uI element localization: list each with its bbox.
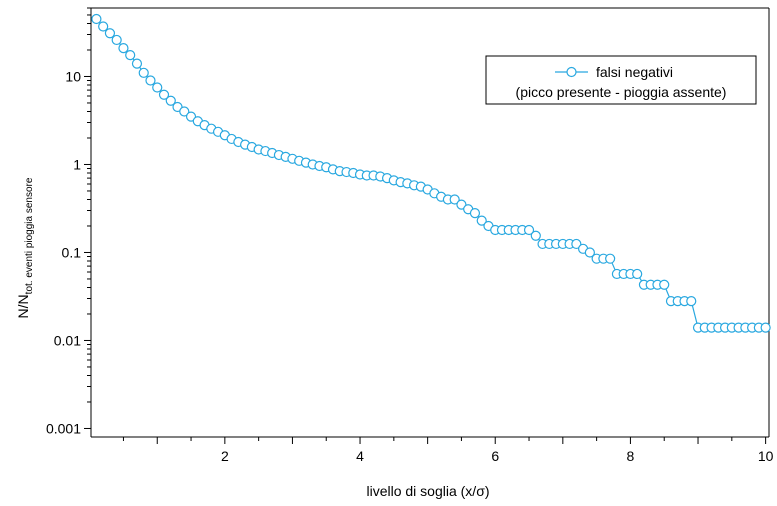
data-point [158,89,170,100]
data-point [632,268,643,280]
y-tick-label: 1 [73,156,81,172]
data-point [152,82,163,93]
series-layer [91,13,771,333]
legend-line-2: (picco presente - pioggia assente) [516,84,727,100]
data-point [91,13,102,25]
x-tick-label: 8 [627,448,635,464]
data-point [98,21,109,32]
x-tick-label: 2 [221,448,229,464]
legend: falsi negativi (picco presente - pioggia… [485,55,757,105]
x-ticks: 2 4 6 8 10 [122,437,774,464]
y-tick-label: 0.001 [46,420,81,436]
data-point [185,111,197,122]
legend-box [485,55,757,105]
y-axis-label: N/Ntot. eventi pioggia sensore [15,177,35,318]
data-point [760,322,771,333]
x-tick-label: 6 [491,448,499,464]
y-tick-label: 0.1 [62,244,82,260]
data-point [179,106,190,117]
y-tick-label: 0.01 [54,332,81,348]
data-point [456,199,467,210]
legend-series-marker [566,66,577,78]
data-point [584,247,595,258]
data-point [145,75,156,86]
data-point [125,49,136,61]
data-point [530,230,541,241]
data-point [131,58,143,69]
axes [90,7,770,438]
data-point [138,67,149,78]
y-tick-label: 10 [65,68,81,84]
legend-line-1: falsi negativi [596,64,673,80]
data-point [104,28,116,39]
data-point [605,253,616,264]
data-point [469,208,481,219]
data-point [111,34,122,46]
data-point [686,296,697,307]
x-axis-label: livello di soglia (x/σ) [366,483,489,499]
data-point [118,43,129,54]
data-point [449,194,460,205]
data-point [571,238,582,250]
data-point [523,224,535,236]
data-point [476,215,487,226]
y-axis-label-subscript: tot. eventi pioggia sensore [24,177,35,294]
data-point [165,95,176,106]
y-ticks: 0.001 0.01 0.1 1 10 [46,7,91,436]
data-point [659,279,670,290]
x-tick-label: 4 [356,448,364,464]
x-tick-label: 10 [758,448,774,464]
y-axis-label-main: N/N [15,294,31,318]
